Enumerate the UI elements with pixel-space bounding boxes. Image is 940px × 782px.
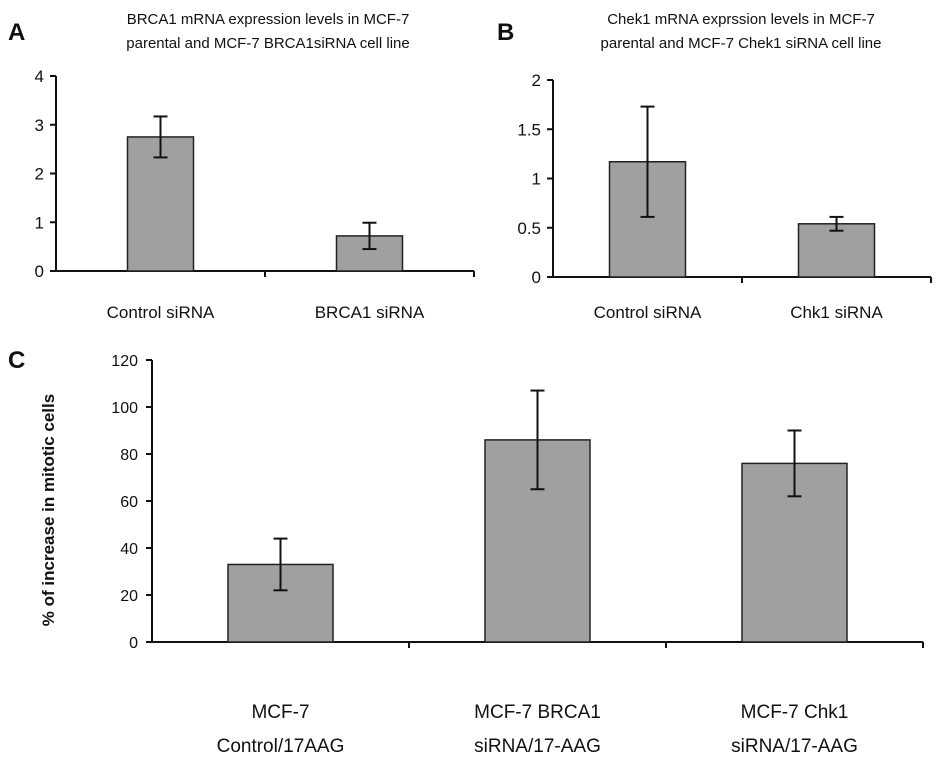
chart-a: 0 1 2 3 4 Control siRNA BRCA1 siRNA [35,67,475,322]
y-tick-label: 60 [120,494,138,511]
y-tick-label: 0 [532,268,541,287]
x-category-label: BRCA1 siRNA [315,303,425,322]
y-tick-label: 120 [111,353,138,370]
x-category-label: siRNA/17-AAG [474,736,601,757]
y-tick-label: 80 [120,447,138,464]
x-category-label: Control/17AAG [217,736,345,757]
y-tick-label: 0 [35,262,44,281]
y-tick-label: 1 [35,213,44,232]
panel-letter-c: C [8,347,25,374]
chart-b: 0 0.5 1 1.5 2 Control siRNA Chk1 siRNA [517,71,932,322]
panel-letter-b: B [497,19,514,46]
chart-a-title-line2: parental and MCF-7 BRCA1siRNA cell line [126,35,409,52]
y-tick-label: 100 [111,400,138,417]
bar [797,223,876,278]
chart-c-ylabel: % of increase in mitotic cells [39,394,58,626]
y-tick-label: 40 [120,541,138,558]
x-category-label: siRNA/17-AAG [731,736,858,757]
chart-b-title-line1: Chek1 mRNA exprssion levels in MCF-7 [607,11,875,28]
y-tick-label: 2 [35,165,44,184]
x-category-label: MCF-7 [251,702,309,723]
chart-b-title-line2: parental and MCF-7 Chek1 siRNA cell line [601,35,882,52]
chart-c: 0 20 40 60 80 100 120 MCF-7 Control/17AAG MCF-7 B… [111,353,924,757]
y-tick-label: 0 [129,635,138,652]
panel-letter-a: A [8,19,25,46]
y-tick-label: 1.5 [517,120,541,139]
y-tick-label: 3 [35,116,44,135]
x-category-label: Control siRNA [594,303,702,322]
y-tick-label: 20 [120,588,138,605]
x-category-label: Control siRNA [107,303,215,322]
y-tick-label: 2 [532,71,541,90]
chart-a-title-line1: BRCA1 mRNA expression levels in MCF-7 [127,11,410,28]
bar [126,136,195,272]
y-tick-label: 1 [532,170,541,189]
y-tick-label: 0.5 [517,219,541,238]
x-category-label: MCF-7 BRCA1 [474,702,601,723]
x-category-label: MCF-7 Chk1 [741,702,849,723]
x-category-label: Chk1 siRNA [790,303,883,322]
y-tick-label: 4 [35,67,44,86]
bar [227,563,334,643]
